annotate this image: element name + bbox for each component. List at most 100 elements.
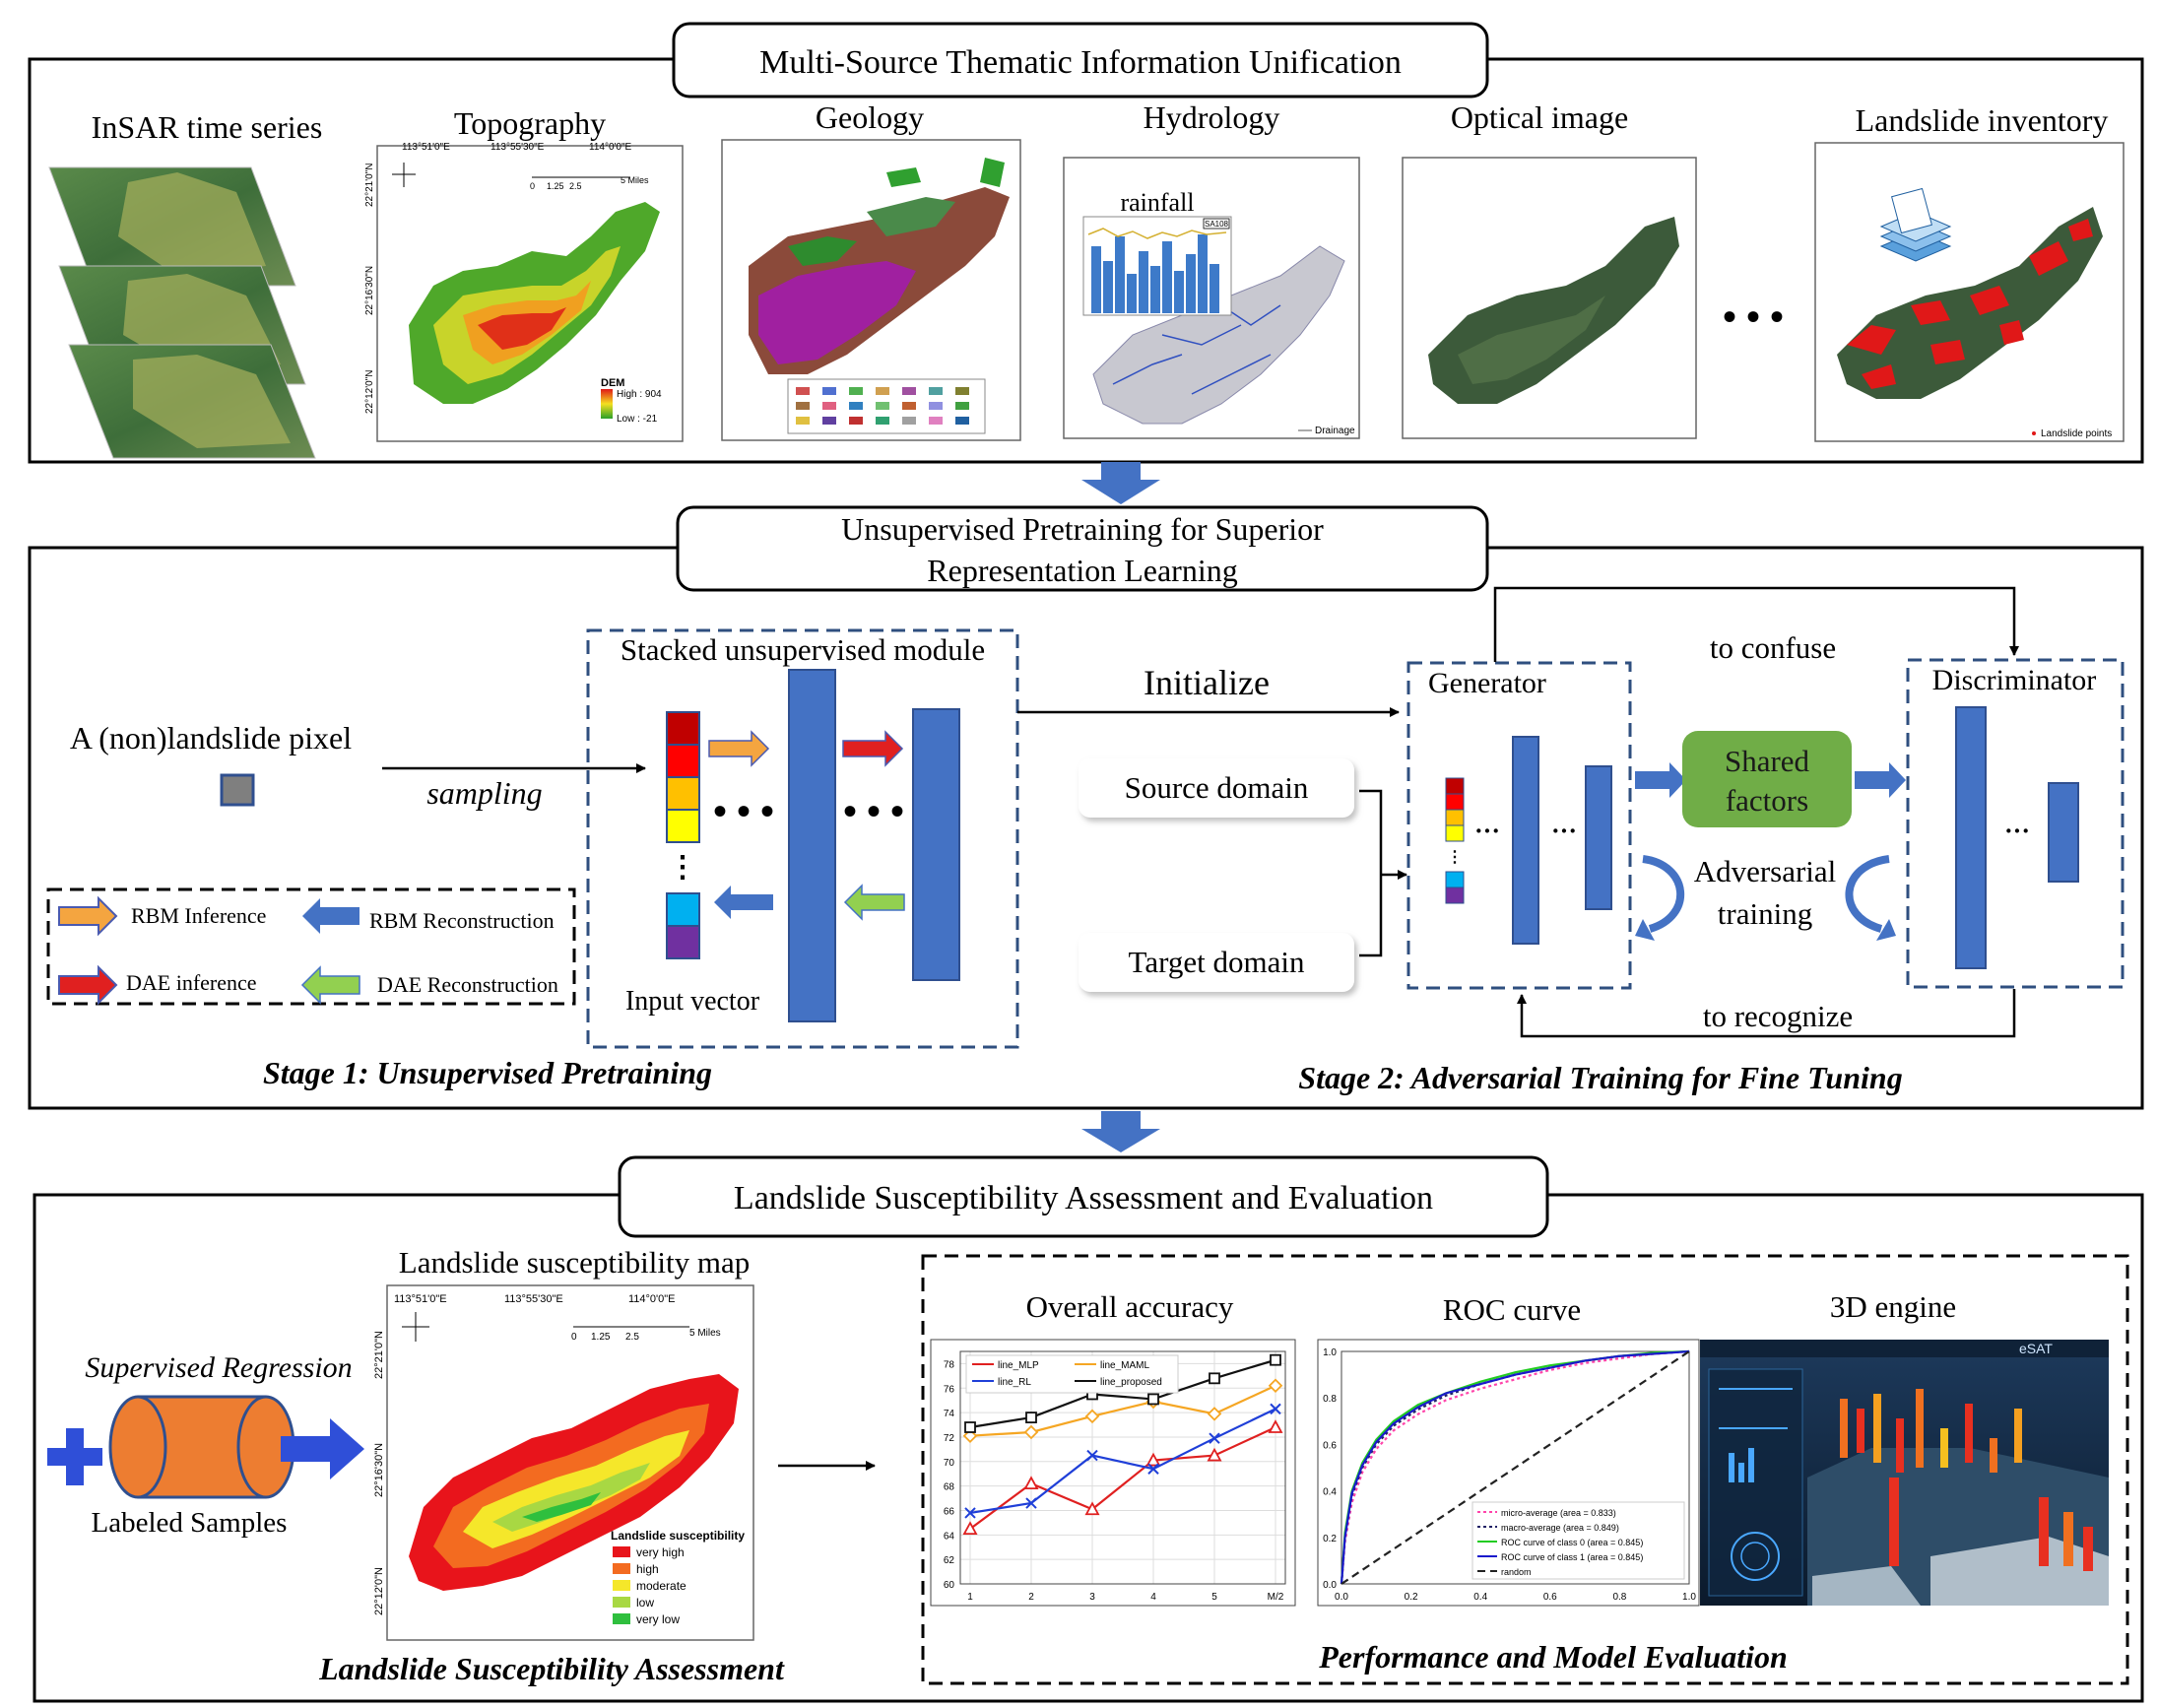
map-legend-title: Landslide susceptibility [611,1529,745,1543]
accuracy-point [1268,1419,1283,1433]
roc-curve-chart: 0.0 0.2 0.4 0.6 0.8 1.0 0.0 0.2 0.4 0.6 0.8 1.0 micr… [1317,1339,1700,1607]
inventory-map: Landslide points [1814,142,2125,442]
accuracy-xtick: M/2 [1268,1592,1284,1603]
dem-legend-low: Low : -21 [617,414,658,425]
insar-label: InSAR time series [92,109,323,145]
discriminator-label: Discriminator [1932,664,2097,696]
dae-inference-flow [842,730,904,767]
generator-ellipsis: ··· [1474,817,1500,845]
geology-map [721,139,1021,441]
roc-legend-label: ROC curve of class 0 (area = 0.845) [1501,1538,1643,1547]
accuracy-point [1209,1372,1220,1385]
roc-xtick: 1.0 [1682,1592,1696,1603]
roc-legend: micro-average (area = 0.833) macro-averag… [1471,1501,1685,1580]
evaluation-label: Performance and Model Evaluation [1318,1639,1788,1675]
topo-lon-tick: 114°0'0"E [589,142,632,153]
generator-layer-2 [1585,765,1612,910]
accuracy-point [1086,1449,1098,1462]
generator-input-vector: ⋮ [1445,777,1465,904]
map-scale: 1.25 [591,1332,611,1343]
generator-ellipsis: ··· [1551,817,1577,845]
discriminator-layer-2 [2048,782,2079,883]
target-domain-label: Target domain [1129,945,1305,979]
target-domain-box [1079,933,1354,992]
adversarial-label: Adversarial [1694,854,1837,888]
optical-map [1402,157,1697,439]
drainage-legend: Drainage [1315,426,1355,436]
accuracy-title: Overall accuracy [1026,1289,1234,1324]
to-confuse-label: to confuse [1710,630,1836,665]
accuracy-xtick: 5 [1211,1592,1217,1603]
evaluation-box [921,1254,2129,1685]
section2-title-line2: Representation Learning [927,553,1237,588]
topo-scale: 5 Miles [621,175,649,185]
from-shared-arrow [1855,762,1906,798]
roc-ytick: 0.4 [1323,1487,1337,1498]
document-stack-icon [1879,187,1952,262]
plus-icon [66,1428,84,1485]
topo-lat-tick: 22°12'0"N [364,370,375,415]
rbm-reconstruction-arrow [302,898,360,934]
accuracy-ytick: 66 [944,1506,955,1517]
accuracy-point [1207,1447,1222,1462]
rbm-inference-legend: RBM Inference [131,903,266,928]
accuracy-point [1207,1407,1222,1421]
sampling-label: sampling [426,775,542,811]
hidden-layer-1 [788,669,836,1022]
svg-text:⋮: ⋮ [668,851,697,884]
engine-title: 3D engine [1830,1289,1956,1324]
roc-axes [1341,1350,1690,1585]
topography-map: 113°51'0"E 113°55'30"E 114°0'0"E 22°21'0… [364,142,684,442]
rbm-inference-arrow [58,895,118,937]
map-legend-swatch [613,1563,630,1574]
roc-ytick: 0.6 [1323,1440,1337,1451]
source-domain-box [1079,758,1354,818]
map-lat-tick: 22°21'0"N [373,1331,385,1379]
accuracy-legend-label: line_MAML [1100,1360,1149,1371]
accuracy-xtick: 1 [967,1592,973,1603]
shared-factors-label: factors [1726,783,1808,818]
map-lat-tick: 22°16'30"N [373,1443,385,1497]
roc-ytick: 0.8 [1323,1394,1337,1405]
discriminator-layer-1 [1955,706,1987,969]
topo-lat-tick: 22°21'0"N [364,164,375,208]
accuracy-point [1270,1403,1281,1415]
accuracy-series-line [969,1408,1276,1515]
rainfall-chart: SA108 [1082,216,1232,316]
topo-lon-tick: 113°55'30"E [490,142,545,153]
accuracy-legend-label: line_proposed [1100,1377,1162,1388]
topography-label: Topography [454,105,606,141]
roc-xtick: 0.8 [1612,1592,1626,1603]
accuracy-point [964,1507,976,1519]
section3-title: Landslide Susceptibility Assessment and … [734,1180,1433,1216]
roc-series-line [1340,1349,1690,1585]
source-domain-label: Source domain [1125,770,1309,805]
accuracy-legend-label: line_MLP [998,1360,1039,1371]
domain-merge-line [1359,789,1383,957]
accuracy-xtick: 2 [1028,1592,1034,1603]
accuracy-point [1025,1412,1037,1423]
generator-label: Generator [1428,667,1546,699]
map-scale: 2.5 [625,1332,639,1343]
accuracy-ytick: 62 [944,1555,955,1566]
dem-legend-title: DEM [601,377,624,389]
accuracy-legend-label: line_RL [998,1377,1031,1388]
ellipsis: • • • [1723,295,1784,339]
accuracy-point [1025,1497,1037,1509]
discriminator-box [1906,658,2125,989]
map-lon-tick: 113°55'30"E [504,1293,563,1305]
topo-scale: 0 [530,181,535,191]
roc-xtick: 0.6 [1543,1592,1557,1603]
dem-legend-high: High : 904 [617,389,662,400]
map-lat-tick: 22°12'0"N [373,1567,385,1615]
accuracy-point [1147,1463,1159,1475]
rainfall-station: SA108 [1205,220,1229,229]
supervised-regression-label: Supervised Regression [85,1351,352,1384]
section-down-arrow [1081,462,1160,504]
map-legend-swatch [613,1580,630,1591]
adversarial-loop-right-icon [1845,855,1890,933]
topo-scale: 1.25 [547,181,564,191]
rbm-inference-flow [708,730,770,767]
